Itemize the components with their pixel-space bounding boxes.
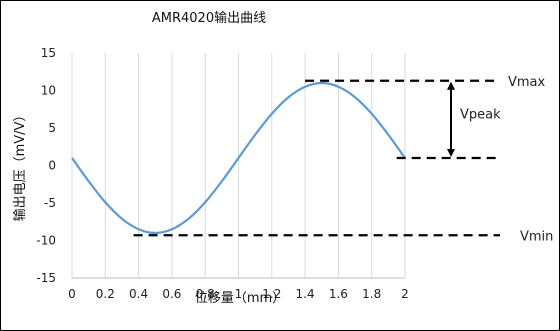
x-tick-label: 2	[401, 287, 409, 301]
x-tick-label: 0.4	[129, 287, 148, 301]
vpeak-arrow-head-top	[447, 81, 455, 90]
y-tick-label: 10	[41, 84, 56, 98]
series-line-0	[71, 81, 406, 235]
y-tick-label: 15	[41, 46, 56, 60]
y-tick-label: -5	[44, 196, 56, 210]
x-tick-label: 0.2	[96, 287, 115, 301]
chart-title: AMR4020输出曲线	[152, 10, 266, 26]
x-tick-label: 1.2	[262, 287, 281, 301]
x-tick-label: 0.6	[162, 287, 181, 301]
vpeak-arrow-head-bottom	[447, 149, 455, 157]
x-tick-label: 0	[68, 287, 76, 301]
x-tick-label: 1	[235, 287, 243, 301]
reference-label-vmin: Vmin	[520, 229, 553, 244]
x-tick-label: 1.6	[329, 287, 348, 301]
grid-lines	[71, 53, 406, 279]
x-axis-label: 位移量（mm）	[195, 291, 285, 306]
x-tick-labels: 0 0.2 0.4 0.6 0.8 1 1.2 1.4 1.6 1.8 2	[68, 287, 409, 301]
series-group	[71, 81, 406, 235]
vpeak-arrow-group: Vpeak	[447, 81, 501, 157]
reference-lines: Vmax Vmin	[133, 75, 553, 244]
y-tick-label: 0	[48, 159, 56, 173]
y-axis-label: 输出电压（mV/V）	[12, 109, 28, 222]
y-tick-label: -15	[36, 271, 56, 285]
x-tick-label: 1.8	[362, 287, 381, 301]
x-tick-label: 1.4	[296, 287, 315, 301]
vpeak-label: Vpeak	[460, 107, 501, 122]
y-tick-label: 5	[48, 121, 56, 135]
y-tick-label: -10	[36, 234, 56, 248]
y-tick-labels: -15 -10 -5 0 5 10 15	[36, 46, 56, 285]
reference-label-vmax: Vmax	[508, 75, 546, 90]
x-tick-label: 0.8	[196, 287, 215, 301]
